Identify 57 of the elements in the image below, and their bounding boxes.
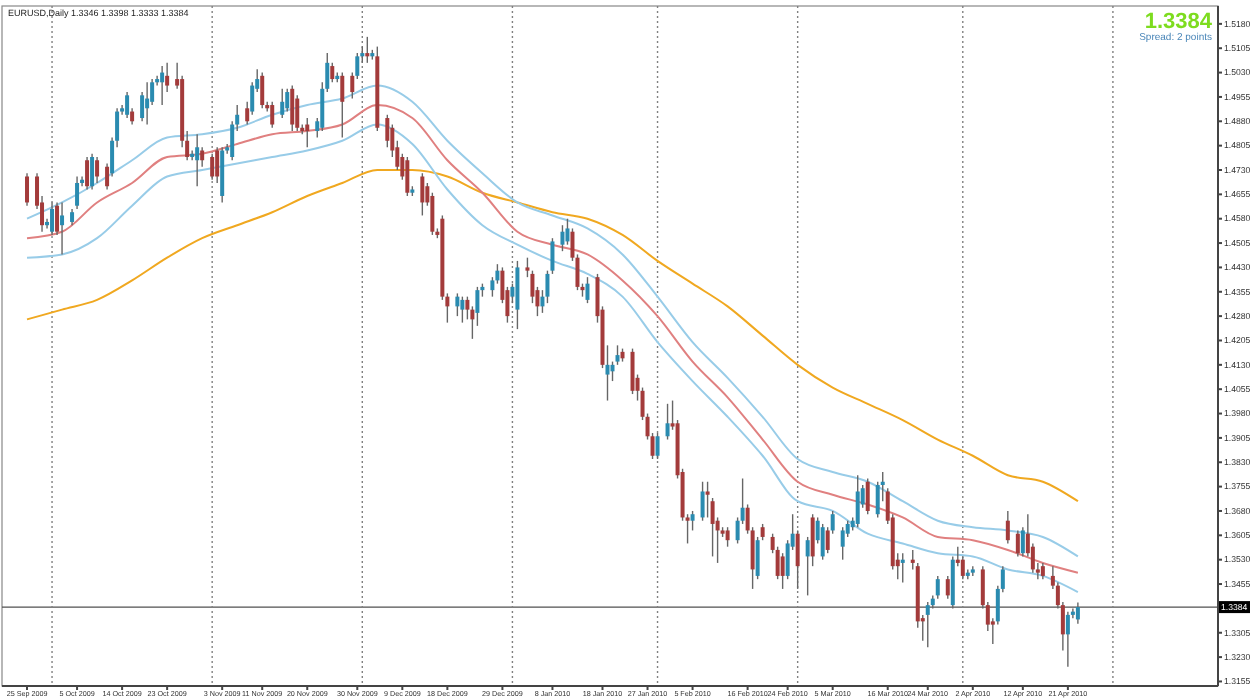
candlestick (550, 237, 555, 275)
candlestick (285, 88, 290, 113)
candlestick (295, 94, 300, 132)
candlestick (90, 153, 95, 191)
candlestick (260, 71, 265, 109)
candlestick (865, 477, 870, 515)
candlestick (60, 201, 65, 256)
candlestick (455, 292, 460, 317)
candlestick (405, 156, 410, 197)
candlestick (460, 295, 465, 324)
candlestick (950, 555, 955, 610)
candlestick (365, 36, 370, 64)
candlestick (960, 555, 965, 580)
candlestick (705, 481, 710, 519)
candlestick (160, 65, 165, 106)
candlestick (330, 62, 335, 84)
candlestick (290, 84, 295, 132)
candlestick (420, 172, 425, 217)
candlestick (50, 201, 55, 236)
candlestick (725, 526, 730, 548)
candlestick (610, 360, 615, 382)
candlestick (615, 344, 620, 366)
candlestick (1075, 601, 1080, 625)
candlestick (1005, 510, 1010, 545)
candlestick (195, 133, 200, 187)
candlestick (210, 153, 215, 181)
candlestick (855, 474, 860, 528)
line-series (26, 168, 1079, 503)
candlestick (925, 601, 930, 649)
candlestick (125, 91, 130, 119)
candlestick (820, 523, 825, 561)
candlestick (25, 172, 30, 207)
candlestick (75, 175, 80, 210)
candlestick (700, 481, 705, 522)
annotation: 1.3384 (1144, 10, 1214, 34)
candlestick (145, 81, 150, 126)
candlestick (340, 71, 345, 139)
candlestick (840, 526, 845, 561)
candlestick (95, 156, 100, 184)
candlestick (270, 101, 275, 129)
candlestick (560, 224, 565, 252)
candlestick (85, 156, 90, 191)
candlestick (1065, 610, 1070, 668)
candlestick (665, 403, 670, 441)
candlestick (280, 88, 285, 119)
candlestick (515, 260, 520, 330)
candlestick (305, 117, 310, 148)
candlestick (945, 575, 950, 600)
candlestick (780, 552, 785, 590)
candlestick (900, 552, 905, 584)
candlestick (655, 432, 660, 460)
candlestick (1015, 529, 1020, 558)
candlestick (220, 146, 225, 204)
candlestick (630, 347, 635, 395)
candlestick (935, 575, 940, 600)
candlestick (585, 276, 590, 304)
candlestick (805, 536, 810, 597)
